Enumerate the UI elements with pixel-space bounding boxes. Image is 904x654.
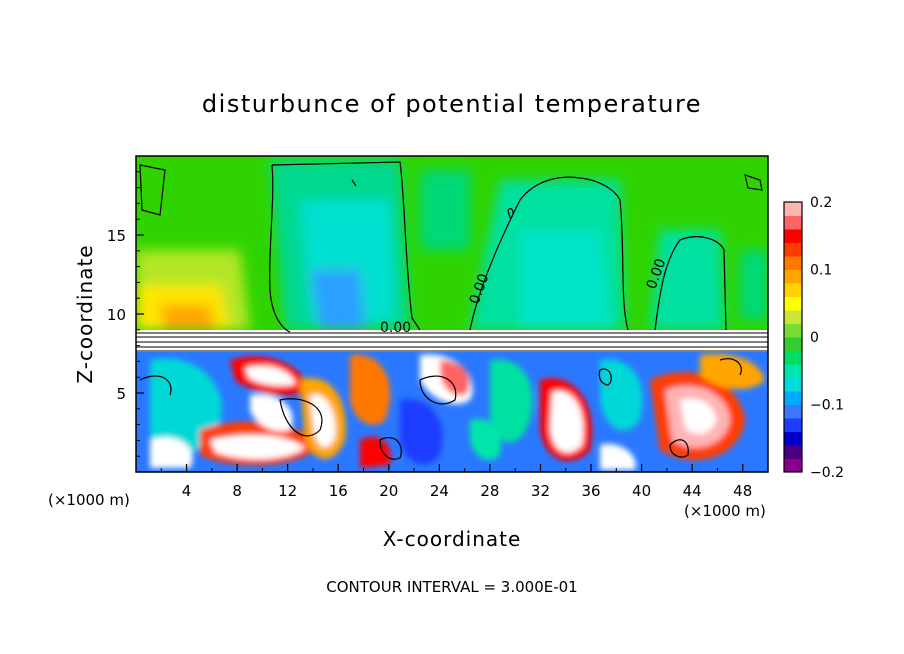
x-axis-title: X-coordinate [383,527,522,551]
x-tick-label: 16 [329,482,348,500]
colorbar-tick-label: −0.2 [810,465,844,481]
x-tick-label: 12 [278,482,297,500]
colorbar-swatch [784,229,802,243]
colorbar-swatch [784,296,802,311]
contour-interval-note: CONTOUR INTERVAL = 3.000E-01 [326,578,577,596]
y-axis-ticks: 5 10 15 [107,171,144,457]
contour-label: 0.00 [380,320,411,336]
colorbar-swatch [784,445,802,459]
colorbar-swatch [784,323,802,338]
y-axis-title: Z-coordinate [73,244,97,383]
colorbar-swatch [784,391,802,405]
colorbar-swatch [784,350,802,365]
x-tick-label: 20 [379,482,398,500]
colorbar-tick-label: 0.1 [810,263,832,279]
colorbar-tick-label: 0 [810,330,819,346]
colorbar-swatch [784,377,802,392]
colorbar-swatch [784,458,802,473]
y-tick-label: 5 [116,385,126,403]
x-axis-ticks: 4 8 12 16 20 24 28 32 36 40 44 48 [160,464,752,500]
colorbar-swatch [784,256,802,270]
colorbar-swatch [784,404,802,419]
x-tick-label: 32 [531,482,550,500]
colorbar-ticks: 0.2 0.1 0 −0.1 −0.2 [810,195,844,481]
x-axis-unit-left: (×1000 m) [48,491,130,509]
chart-title: disturbunce of potential temperature [202,90,702,118]
x-tick-label: 40 [632,482,651,500]
colorbar-swatch [784,337,802,351]
colorbar-tick-label: 0.2 [810,195,832,211]
x-axis-unit-right: (×1000 m) [684,502,766,520]
colorbar-swatch [784,310,802,324]
colorbar-swatch [784,283,802,297]
x-tick-label: 4 [182,482,192,500]
colorbar-swatch [784,418,802,432]
colorbar-swatch [784,242,802,257]
x-tick-label: 8 [232,482,242,500]
colorbar-frame [783,201,803,473]
x-tick-label: 28 [480,482,499,500]
colorbar-swatch [784,269,802,284]
x-tick-label: 44 [683,482,702,500]
x-tick-label: 24 [430,482,449,500]
y-tick-label: 15 [107,227,126,245]
heatmap-field: 0.00 0.00 0.00 [136,156,768,472]
colorbar-swatch [784,215,802,230]
colorbar-swatch [784,364,802,378]
y-tick-label: 10 [107,306,126,324]
colorbar-swatch [784,431,802,446]
colorbar [783,201,803,473]
x-tick-label: 36 [581,482,600,500]
colorbar-swatch [784,202,802,216]
colorbar-tick-label: −0.1 [810,398,844,414]
x-tick-label: 48 [733,482,752,500]
